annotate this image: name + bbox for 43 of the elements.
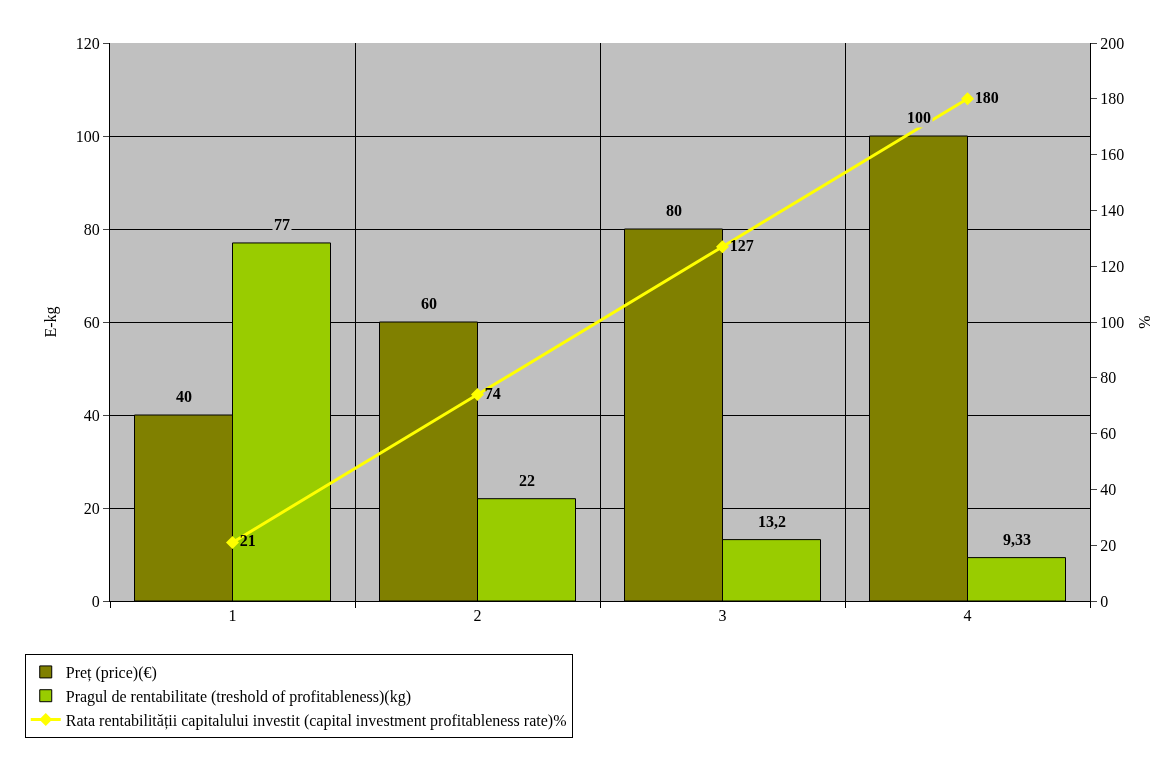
point bbox=[226, 535, 239, 549]
y2-tick-label: 160 bbox=[1100, 146, 1125, 164]
data-label: 180 bbox=[974, 88, 999, 106]
data-label: 100 bbox=[907, 109, 931, 126]
y2-tick-label: 0 bbox=[1100, 592, 1109, 610]
y2-tick-label: 20 bbox=[1100, 536, 1117, 554]
y-tick-label: 40 bbox=[83, 406, 100, 424]
data-label: 40 bbox=[176, 388, 192, 405]
data-label: 60 bbox=[421, 295, 437, 312]
data-label: 127 bbox=[729, 236, 754, 254]
point bbox=[716, 240, 729, 254]
y2-tick-label: 200 bbox=[1100, 34, 1125, 52]
point bbox=[471, 388, 484, 402]
y2-tick-label: 60 bbox=[1100, 425, 1117, 443]
y-tick-label: 20 bbox=[83, 499, 100, 517]
point bbox=[961, 92, 974, 106]
y2-tick-label: 40 bbox=[1100, 481, 1117, 498]
legend-label: Rata rentabilității capitalului investit (capital investment profitableness rate)% bbox=[65, 711, 567, 730]
y2-tick-label: 140 bbox=[1100, 202, 1125, 219]
y-tick-label: 0 bbox=[91, 592, 100, 610]
data-label: 74 bbox=[484, 384, 501, 402]
y-axis-title: E-kg bbox=[41, 306, 60, 338]
legend-label: Pragul de rentabilitate (treshold of profitableness)(kg) bbox=[65, 687, 411, 706]
y2-tick-label: 120 bbox=[1100, 257, 1125, 275]
x-tick-label: 2 bbox=[473, 607, 482, 625]
y2-tick-label: 180 bbox=[1100, 90, 1125, 108]
y2-tick-label: 80 bbox=[1100, 369, 1117, 387]
y2-axis-title: % bbox=[1135, 315, 1153, 329]
data-label: 80 bbox=[666, 202, 682, 219]
data-label: 22 bbox=[519, 472, 535, 489]
y-tick-label: 60 bbox=[83, 313, 100, 331]
x-tick-label: 4 bbox=[963, 607, 972, 625]
y-tick-label: 120 bbox=[75, 34, 100, 52]
legend-label: Preț (price)(€) bbox=[65, 664, 157, 683]
data-label: 77 bbox=[274, 216, 290, 233]
x-tick-label: 3 bbox=[718, 607, 727, 625]
data-label: 21 bbox=[239, 532, 256, 550]
y-tick-label: 100 bbox=[75, 127, 100, 145]
y2-tick-label: 100 bbox=[1100, 313, 1125, 331]
x-tick-label: 1 bbox=[228, 607, 237, 625]
y-tick-label: 80 bbox=[83, 220, 100, 238]
data-label: 13,2 bbox=[758, 513, 786, 530]
data-label: 9,33 bbox=[1003, 531, 1031, 548]
